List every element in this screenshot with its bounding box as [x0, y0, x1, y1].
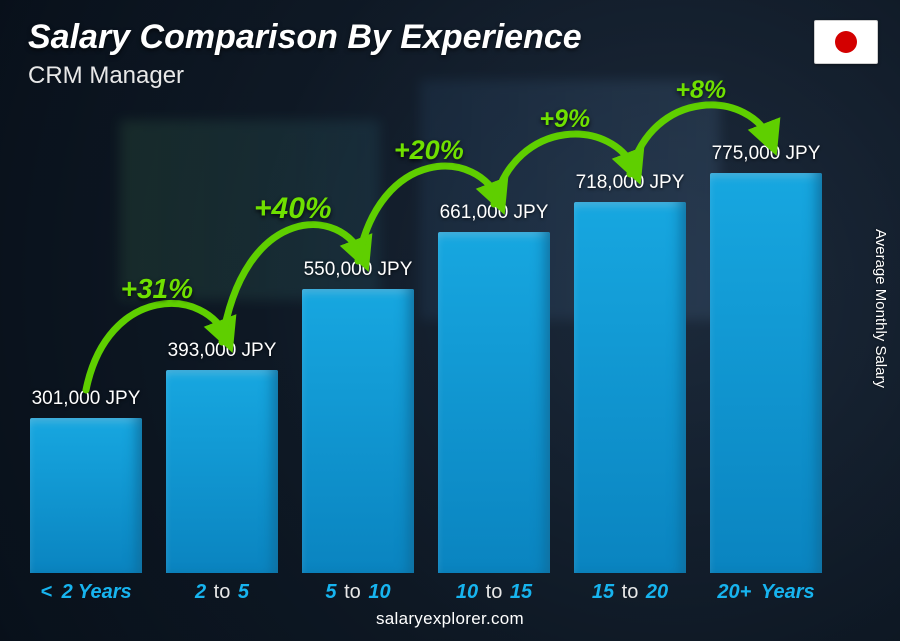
bar-rect: [30, 418, 142, 573]
bar-4: 718,000 JPY15 to 20: [574, 202, 686, 573]
chart-title: Salary Comparison By Experience: [28, 18, 582, 57]
bar-chart: 301,000 JPY< 2 Years393,000 JPY2 to 5550…: [30, 93, 850, 573]
japan-flag-icon: [814, 20, 878, 64]
bar-rect: [302, 289, 414, 573]
growth-pct-label: +40%: [243, 192, 343, 226]
bar-rect: [710, 173, 822, 573]
growth-pct-label: +20%: [379, 135, 479, 166]
growth-pct-label: +9%: [515, 105, 615, 134]
y-axis-label: Average Monthly Salary: [872, 229, 889, 388]
bar-1: 393,000 JPY2 to 5: [166, 370, 278, 573]
bar-rect: [166, 370, 278, 573]
bar-value-label: 393,000 JPY: [132, 340, 311, 362]
bar-0: 301,000 JPY< 2 Years: [30, 418, 142, 573]
bar-2: 550,000 JPY5 to 10: [302, 289, 414, 573]
chart-stage: Salary Comparison By Experience CRM Mana…: [0, 0, 900, 641]
chart-subtitle: CRM Manager: [28, 62, 184, 90]
bar-rect: [438, 232, 550, 573]
bar-value-label: 775,000 JPY: [676, 143, 855, 165]
bar-value-label: 661,000 JPY: [404, 202, 583, 224]
growth-pct-label: +31%: [107, 273, 207, 305]
bar-3: 661,000 JPY10 to 15: [438, 232, 550, 573]
bar-rect: [574, 202, 686, 573]
footer-attribution: salaryexplorer.com: [0, 609, 900, 629]
bar-value-label: 301,000 JPY: [0, 388, 176, 410]
bar-5: 775,000 JPY20+ Years: [710, 173, 822, 573]
bar-category-label: 20+ Years: [676, 581, 855, 604]
bar-value-label: 550,000 JPY: [268, 259, 447, 281]
bar-value-label: 718,000 JPY: [540, 172, 719, 194]
growth-pct-label: +8%: [651, 76, 751, 105]
